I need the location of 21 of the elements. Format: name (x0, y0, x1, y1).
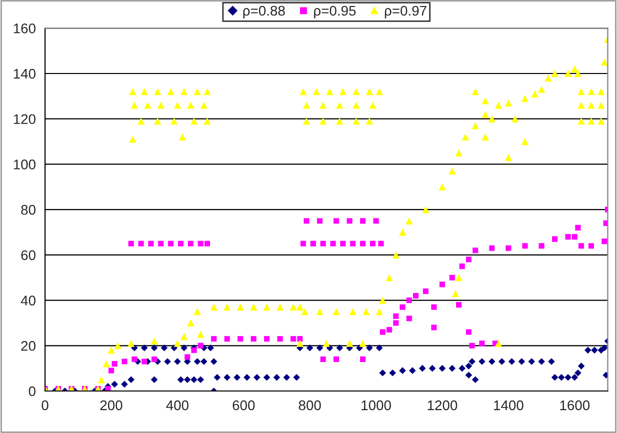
x-tick-label: 800 (298, 400, 321, 410)
y-tick-label: 80 (21, 204, 36, 215)
y-tick-label: 100 (14, 160, 36, 170)
x-tick-label: 1400 (494, 400, 524, 410)
x-tick-label: 200 (100, 400, 122, 410)
x-tick-label: 1000 (362, 400, 391, 410)
y-tick-label: 160 (14, 23, 36, 34)
x-tick-label: 0 (42, 400, 48, 410)
x-tick-label: 1200 (428, 400, 458, 410)
y-tick-label: 140 (14, 68, 36, 79)
y-tick-label: 40 (20, 296, 36, 306)
y-tick-label: 120 (14, 114, 36, 124)
legend-label: ρ=0.95 (314, 6, 356, 18)
y-tick-label: 60 (21, 250, 36, 260)
legend-label: ρ=0.88 (243, 6, 285, 18)
y-tick-label: 0 (28, 386, 36, 396)
y-tick-label: 20 (21, 340, 36, 351)
legend-label: ρ=0.97 (384, 6, 426, 18)
x-tick-label: 400 (166, 400, 188, 410)
x-tick-label: 600 (232, 400, 255, 410)
x-tick-label: 1600 (560, 400, 590, 410)
